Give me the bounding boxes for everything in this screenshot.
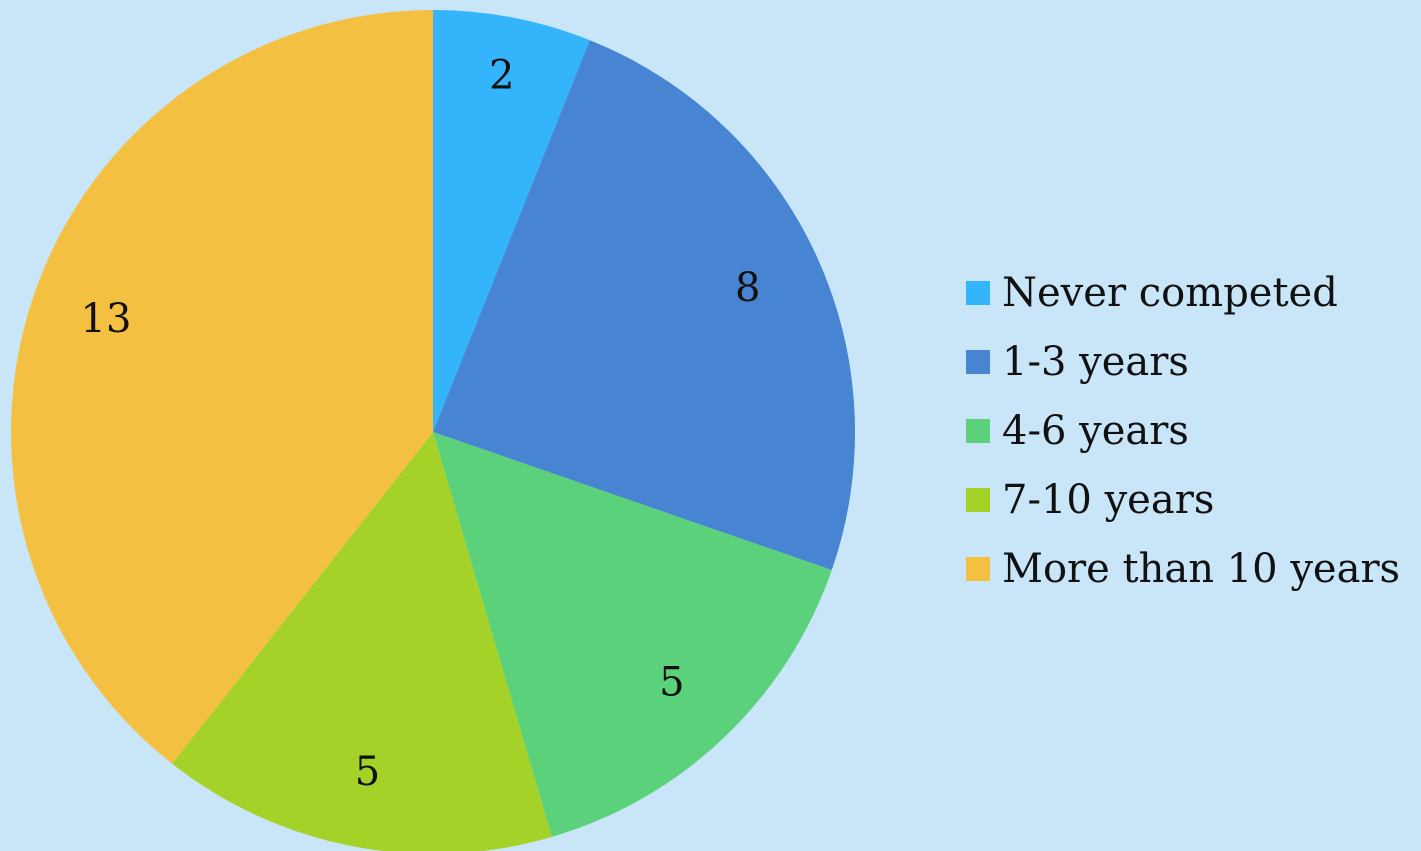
legend-label: 7-10 years [1002, 476, 1215, 523]
pie-slice-never-competed [433, 10, 590, 432]
legend-swatch [966, 556, 990, 581]
legend-item-more-than-10-years: More than 10 years [966, 534, 1421, 603]
pie-slice-4-6-years [433, 432, 832, 837]
legend-swatch [966, 418, 990, 443]
pie-slice-more-than-10-years [10, 10, 434, 764]
pie-slice-7-10-years [172, 432, 552, 851]
legend-label: 1-3 years [1002, 338, 1189, 385]
legend-swatch [966, 280, 990, 305]
pie-slice-1-3-years [433, 40, 855, 571]
legend: Never competed 1-3 years 4-6 years 7-10 yea… [966, 258, 1421, 603]
legend-item-1-3-years: 1-3 years [966, 327, 1421, 396]
legend-swatch [966, 349, 990, 374]
data-label-never-competed: 2 [489, 53, 514, 99]
data-label-4-6-years: 5 [659, 659, 684, 705]
legend-item-7-10-years: 7-10 years [966, 465, 1421, 534]
legend-swatch [966, 487, 990, 512]
data-label-7-10-years: 5 [355, 749, 380, 795]
data-label-more-than-10-years: 13 [81, 296, 132, 342]
pie-chart: 2 8 5 5 13 [10, 10, 855, 851]
data-label-1-3-years: 8 [735, 265, 760, 311]
legend-item-never-competed: Never competed [966, 258, 1421, 327]
legend-label: 4-6 years [1002, 407, 1189, 454]
legend-label: Never competed [1002, 269, 1338, 316]
legend-item-4-6-years: 4-6 years [966, 396, 1421, 465]
legend-label: More than 10 years [1002, 545, 1401, 592]
